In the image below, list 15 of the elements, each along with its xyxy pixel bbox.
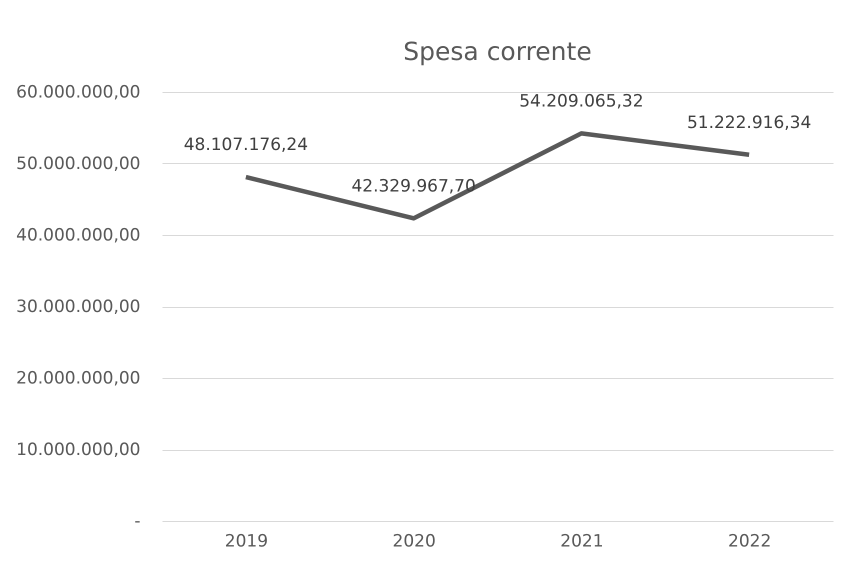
text: 51.222.916,34 xyxy=(686,112,812,133)
y-tick-label: 40.000.000,00 xyxy=(16,226,140,246)
y-tick-label: 20.000.000,00 xyxy=(16,368,140,388)
x-tick-label: 2019 xyxy=(224,532,268,552)
y-tick-label: 60.000.000,00 xyxy=(16,82,140,102)
y-tick-label: 10.000.000,00 xyxy=(16,440,140,460)
x-tick-label: 2021 xyxy=(560,532,604,552)
x-tick-label: 2022 xyxy=(728,532,772,552)
y-tick-label: - xyxy=(134,512,140,532)
x-tick-label: 2020 xyxy=(392,532,436,552)
text: 54.209.065,32 xyxy=(519,91,644,112)
y-tick-label: 30.000.000,00 xyxy=(16,297,140,317)
y-tick-label: 50.000.000,00 xyxy=(16,154,140,174)
chart-title: Spesa corrente xyxy=(403,37,592,66)
text: 48.107.176,24 xyxy=(184,135,308,156)
